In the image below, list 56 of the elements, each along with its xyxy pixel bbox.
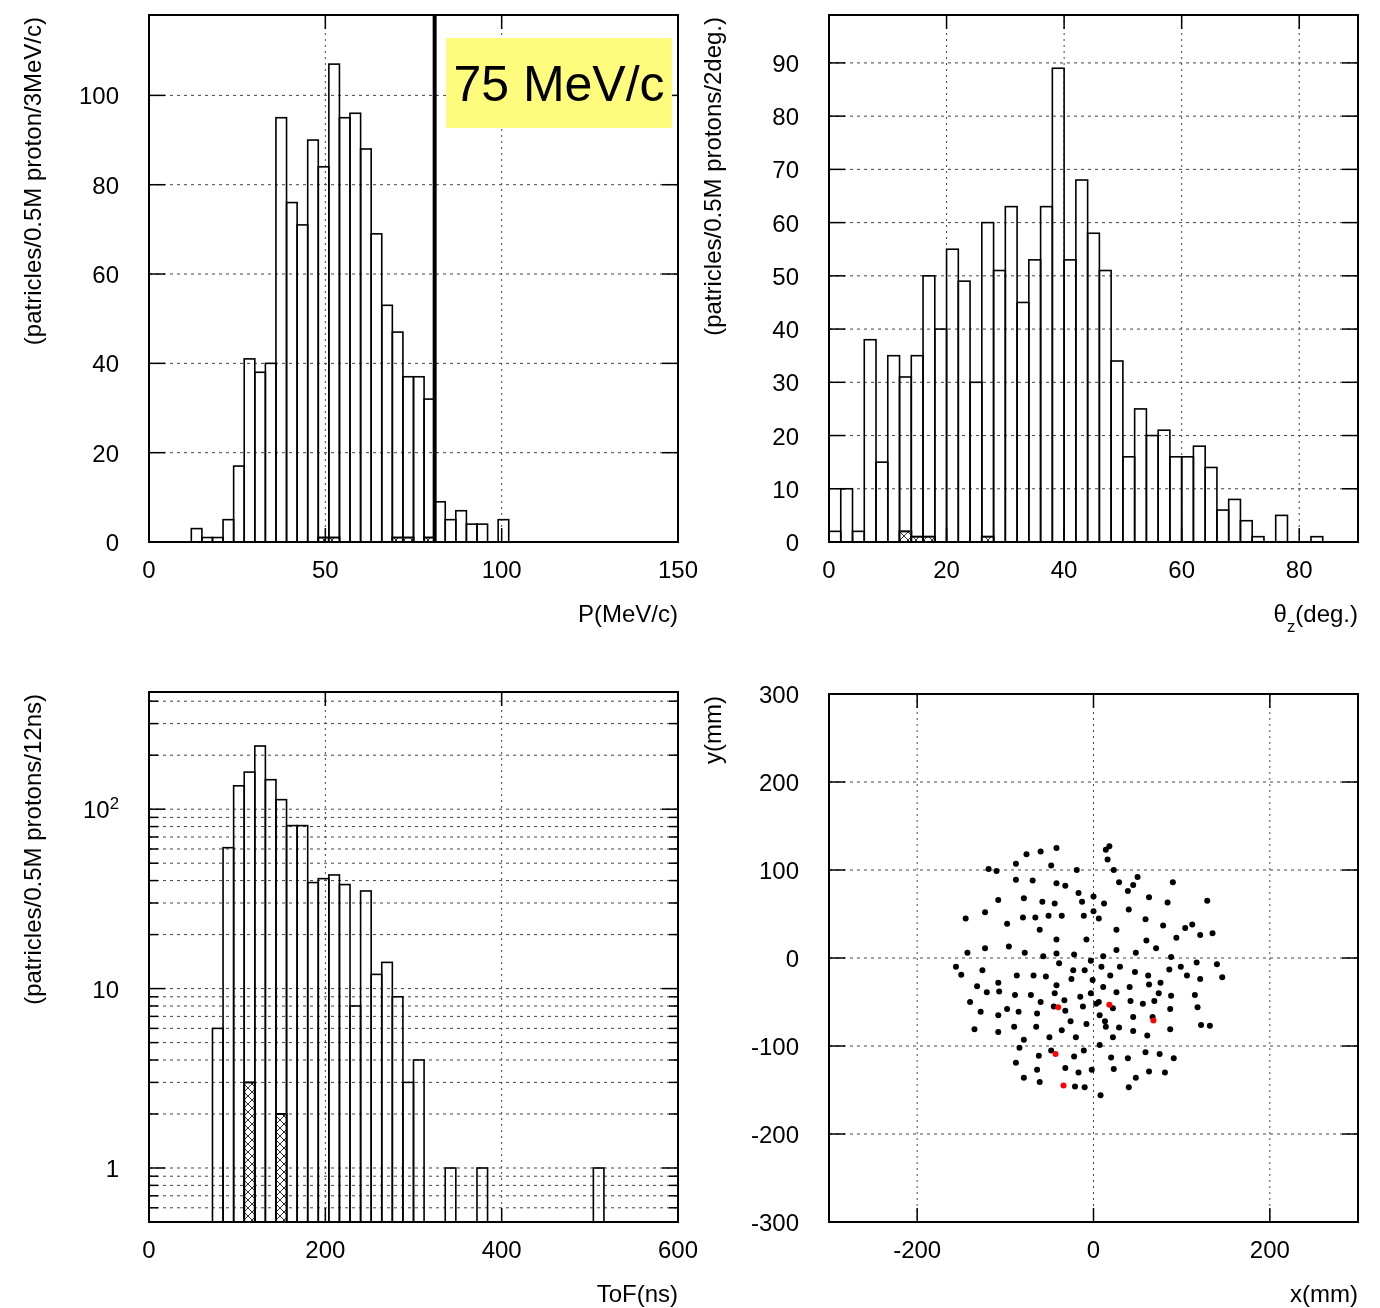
y-tick-label: -100 [750, 1033, 799, 1060]
x-tick-label: 600 [657, 1236, 699, 1263]
y-tick-label: 40 [92, 350, 119, 378]
x-axis-title: x(mm) [1290, 1280, 1358, 1307]
y-tick-label: 200 [758, 769, 799, 796]
y-tick-label: 1 [105, 1154, 119, 1182]
y-tick-label: 100 [78, 82, 119, 110]
x-axis-title: P(MeV/c) [577, 600, 678, 627]
point [1060, 1082, 1067, 1089]
point [1052, 1050, 1059, 1057]
y-axis-title: (patricles/0.5M protons/2deg.) [699, 17, 726, 336]
y-tick-label: 60 [772, 209, 799, 237]
y-axis-title: (patricles/0.5M proton/3MeV/c) [19, 17, 46, 346]
y-tick-label: 60 [92, 261, 119, 289]
annotation: 75 MeV/c [453, 56, 665, 112]
x-tick-label: 400 [481, 1236, 522, 1263]
y-axis-title: (patricles/0.5M protons/12ns) [19, 694, 46, 1005]
x-tick-label: 40 [1050, 556, 1078, 583]
x-tick-label: 100 [481, 556, 522, 583]
x-tick-label: 80 [1285, 556, 1313, 583]
x-tick-label: 20 [933, 556, 960, 583]
y-tick-label: 0 [105, 529, 119, 556]
y-tick-label: 10$^{2}$ [82, 793, 119, 824]
y-tick-label: 0 [785, 529, 799, 556]
y-tick-label: 80 [772, 103, 799, 131]
x-tick-label: 0 [1086, 1236, 1101, 1263]
x-axis-title: θ$_{z}$(deg.) [1273, 600, 1358, 636]
y-tick-label: 100 [758, 857, 799, 884]
y-tick-label: 40 [772, 316, 799, 344]
y-tick-label: 0 [785, 945, 799, 972]
y-tick-label: 10 [772, 475, 799, 503]
x-tick-label: 0 [142, 1236, 156, 1263]
x-tick-label: 200 [1249, 1236, 1290, 1263]
point [1055, 1004, 1062, 1011]
y-tick-label: 30 [772, 369, 799, 397]
y-tick-label: 10 [92, 975, 119, 1003]
y-tick-label: 300 [758, 681, 799, 708]
x-tick-label: 0 [822, 556, 836, 583]
point [1150, 1017, 1157, 1024]
y-axis-title: y(mm) [699, 696, 726, 764]
y-tick-label: 20 [92, 439, 119, 467]
x-tick-label: 150 [657, 556, 699, 583]
x-tick-label: 60 [1168, 556, 1196, 583]
x-tick-label: 200 [305, 1236, 346, 1263]
y-tick-label: 90 [772, 49, 799, 77]
x-tick-label: 0 [142, 556, 156, 583]
y-tick-label: -200 [750, 1121, 799, 1148]
y-tick-label: 80 [92, 171, 119, 199]
point [1106, 1001, 1113, 1008]
y-tick-label: -300 [750, 1209, 799, 1236]
y-tick-label: 70 [772, 156, 799, 184]
x-axis-title: ToF(ns) [596, 1280, 678, 1307]
x-tick-label: -200 [893, 1236, 942, 1263]
y-tick-label: 50 [772, 262, 799, 290]
y-tick-label: 20 [772, 422, 799, 450]
x-tick-label: 50 [311, 556, 339, 583]
